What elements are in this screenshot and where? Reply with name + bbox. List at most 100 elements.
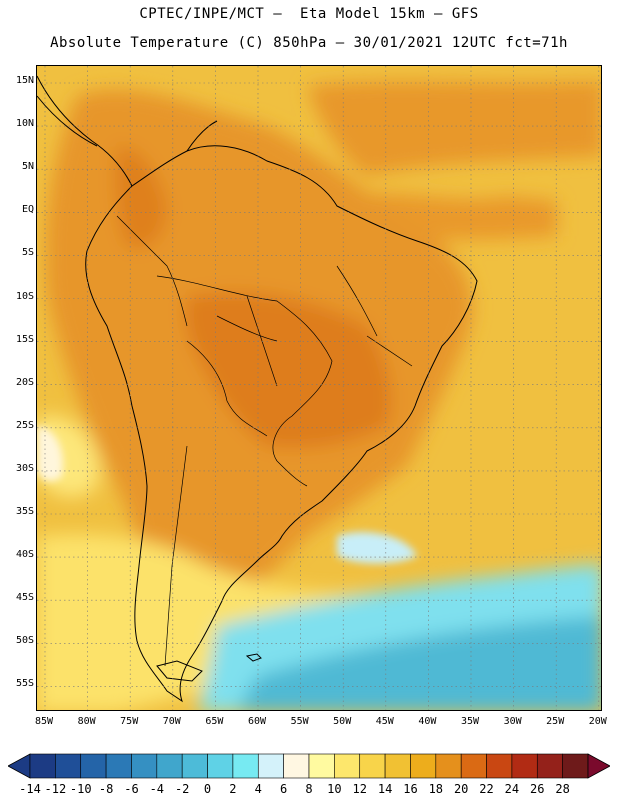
south-america-coast <box>85 145 478 703</box>
colorbar-cell <box>232 753 259 779</box>
colorbar-tick-label: 16 <box>403 782 418 796</box>
colorbar-tick-label: 0 <box>203 782 212 796</box>
colorbar-tick-label: 20 <box>453 782 469 796</box>
colorbar-tick-label: 8 <box>305 782 313 796</box>
lon-label: 75W <box>120 716 139 727</box>
colorbar-tick-label: 28 <box>555 782 570 796</box>
lat-label: 45S <box>15 592 34 604</box>
colorbar-cell <box>384 753 411 779</box>
colorbar-cell <box>486 753 513 779</box>
colorbar-tick-label: 14 <box>377 782 393 796</box>
colorbar-cell <box>435 753 462 779</box>
colorbar-cell <box>562 753 589 779</box>
colorbar-cell <box>80 753 107 779</box>
lon-label: 70W <box>162 716 181 727</box>
lat-label: 20S <box>15 376 34 388</box>
colorbar-cell <box>29 753 56 779</box>
brazil-states-west <box>216 295 278 387</box>
colorbar-tick-label: 22 <box>479 782 494 796</box>
brazil-border <box>156 275 333 462</box>
andes-north-hot <box>115 146 167 249</box>
colorbar-cell <box>283 753 310 779</box>
coastlines <box>37 75 478 703</box>
colorbar-tick-label: 2 <box>229 782 237 796</box>
colorbar-cell <box>257 753 284 779</box>
lon-label: 80W <box>77 716 96 727</box>
colorbar-high-arrow <box>587 753 610 779</box>
title-line-2: Absolute Temperature (C) 850hPa – 30/01/… <box>50 35 568 51</box>
lon-label: 35W <box>460 716 480 727</box>
colorbar-tick-label: 12 <box>352 782 367 796</box>
lon-label: 30W <box>503 716 522 727</box>
lat-label: 15N <box>15 75 34 86</box>
lon-label: 55W <box>290 716 309 727</box>
colorbar-cell <box>410 753 437 779</box>
lat-label: 35S <box>15 506 34 517</box>
lon-label: 85W <box>34 716 54 727</box>
lat-label: 10N <box>15 118 34 130</box>
lon-label: 45W <box>375 716 394 727</box>
colorbar-cell <box>511 753 538 779</box>
colorbar-low-arrow <box>8 753 31 779</box>
lat-label: 10S <box>15 290 34 302</box>
colorbar-tick-label: 10 <box>327 782 342 796</box>
colorbar-tick-label: -14 <box>19 782 41 796</box>
colorbar-cell <box>460 753 487 779</box>
map-canvas <box>37 66 601 710</box>
argentina-chile-border <box>164 445 188 667</box>
lat-label: 30S <box>15 462 34 474</box>
lat-label: 50S <box>15 635 34 647</box>
lat-label: 5S <box>21 247 34 259</box>
colorbar-tick-label: -12 <box>44 782 67 796</box>
brazil-states-east <box>336 265 413 367</box>
temperature-map <box>36 65 602 711</box>
light-cold-pocket <box>337 532 417 564</box>
colorbar-tick-label: -6 <box>124 782 139 796</box>
colorbar-tick-label: -2 <box>174 782 190 796</box>
title-line-1: CPTEC/INPE/MCT – Eta Model 15km – GFS <box>139 6 479 22</box>
uruguay-border <box>276 460 308 487</box>
interior-hot-core <box>185 292 391 448</box>
color-scale-bar <box>8 753 610 779</box>
colorbar-cell <box>334 753 361 779</box>
colorbar-tick-label: 6 <box>280 782 288 796</box>
country-borders <box>116 215 413 667</box>
central-america-coast <box>37 75 133 187</box>
colorbar-tick-label: -8 <box>98 782 114 796</box>
lon-label: 60W <box>247 716 267 727</box>
colorbar-tick-label: 4 <box>254 782 262 796</box>
colorbar-tick-label: -10 <box>69 782 92 796</box>
colorbar-tick-label: 26 <box>530 782 545 796</box>
lon-label: 65W <box>205 716 224 727</box>
lat-label: 25S <box>15 419 34 431</box>
lat-label: 5N <box>21 161 34 173</box>
colorbar-tick-label: 24 <box>504 782 520 796</box>
colorbar-cell <box>359 753 386 779</box>
colorbar-cell <box>131 753 158 779</box>
colorbar-cell <box>156 753 183 779</box>
pale-pacific-strip <box>37 426 63 482</box>
lat-label: EQ <box>21 204 34 216</box>
lon-label: 40W <box>418 716 437 727</box>
lat-label: 15S <box>15 333 34 345</box>
colorbar-cell <box>207 753 234 779</box>
colorbar-cells <box>29 753 589 779</box>
tropical-warm-band <box>307 81 601 176</box>
bolivia-paraguay-border <box>186 340 268 437</box>
caribbean-coast <box>37 95 218 152</box>
andean-borders <box>116 215 188 327</box>
lon-label: 20W <box>588 716 607 727</box>
tierra-del-fuego <box>156 660 203 682</box>
lon-label: 50W <box>333 716 352 727</box>
colorbar-tick-label: 18 <box>428 782 444 796</box>
falklands <box>245 653 262 662</box>
lat-label: 40S <box>15 549 34 561</box>
colorbar-cell <box>536 753 563 779</box>
temperature-field <box>37 81 601 710</box>
lon-label: 25W <box>546 716 565 727</box>
lat-label: 55S <box>15 678 34 690</box>
colorbar-cell <box>55 753 82 779</box>
colorbar-cell <box>105 753 132 779</box>
colorbar-cell <box>181 753 208 779</box>
colorbar-cell <box>308 753 335 779</box>
